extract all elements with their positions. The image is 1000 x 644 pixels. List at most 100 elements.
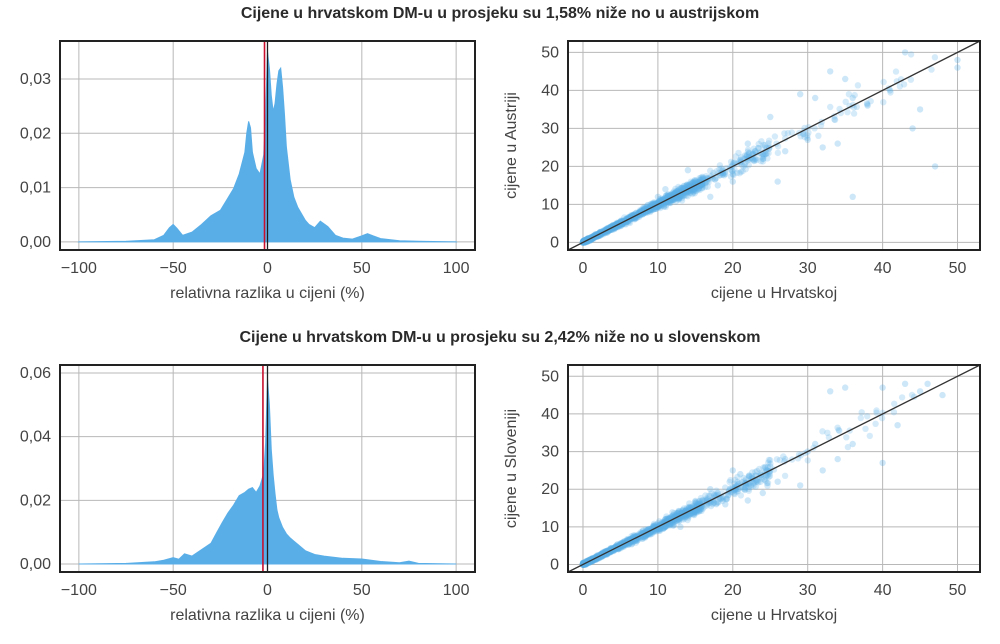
- chart-3-point: [690, 511, 698, 518]
- chart-3-point: [737, 470, 744, 478]
- chart-1-point: [670, 188, 678, 195]
- chart-3-point: [781, 472, 789, 479]
- chart-3-point: [723, 495, 731, 503]
- chart-3-point: [650, 522, 657, 529]
- chart-0-xlabel: relativna razlika u cijeni (%): [170, 285, 365, 302]
- chart-1-point: [761, 142, 769, 149]
- chart-3-point: [692, 509, 699, 516]
- chart-3-point: [776, 457, 784, 464]
- chart-1-point: [907, 76, 915, 83]
- chart-1-point: [684, 184, 692, 191]
- chart-3-point: [691, 509, 698, 516]
- chart-3-point: [674, 510, 681, 517]
- chart-1-point: [755, 144, 762, 152]
- chart-1-point: [672, 185, 679, 192]
- chart-3-point: [628, 540, 636, 547]
- chart-1-point: [607, 226, 615, 233]
- chart-3-labels: 0 10 20 30 40 50 0 10 20 30 40 50 cijene u Hrvatskoj…: [503, 368, 967, 624]
- chart-1-ytick-label: 30: [541, 120, 559, 137]
- chart-0-ytick-label: 0,02: [20, 125, 51, 142]
- chart-1-point: [800, 130, 807, 138]
- chart-1-point: [584, 238, 591, 245]
- chart-3-point: [647, 531, 654, 538]
- chart-3-point: [708, 490, 715, 497]
- chart-3-point: [674, 510, 681, 517]
- chart-3-point: [689, 502, 697, 510]
- chart-0-ytick-label: 0,00: [20, 234, 51, 251]
- chart-1-point: [746, 156, 753, 163]
- chart-1-point: [695, 185, 702, 192]
- chart-3-point: [653, 528, 660, 535]
- chart-1-point: [630, 211, 638, 219]
- chart-1-point: [819, 144, 826, 151]
- chart-1-point: [729, 178, 736, 185]
- chart-1-point: [651, 199, 658, 206]
- chart-1-point: [675, 194, 682, 201]
- chart-3-point: [662, 523, 669, 530]
- chart-1-point: [679, 190, 687, 197]
- chart-3-point: [762, 473, 770, 480]
- chart-1-point: [784, 129, 792, 137]
- chart-3-point: [679, 515, 686, 522]
- chart-3-point: [669, 509, 676, 516]
- chart-3-point: [677, 523, 684, 530]
- chart-1-point: [750, 157, 757, 165]
- chart-3-point: [757, 478, 764, 485]
- chart-1-point: [909, 125, 916, 132]
- chart-3-point: [656, 518, 663, 525]
- chart-1-point: [729, 167, 736, 174]
- chart-3-point: [726, 478, 733, 486]
- chart-1-point: [598, 231, 605, 238]
- chart-3-point: [662, 523, 669, 530]
- chart-1-point: [597, 228, 604, 236]
- chart-3-ytick-label: 40: [541, 406, 559, 423]
- chart-3-point: [819, 428, 826, 435]
- chart-1-point: [696, 178, 704, 185]
- chart-1-point: [730, 159, 738, 166]
- chart-3-point: [685, 511, 692, 519]
- chart-3-point: [679, 507, 686, 514]
- chart-1-point: [850, 110, 858, 117]
- chart-3-point: [756, 465, 763, 473]
- chart-3-point: [667, 521, 674, 528]
- chart-3-point: [604, 547, 611, 554]
- chart-1-point: [621, 214, 628, 221]
- chart-3-point: [761, 463, 769, 471]
- chart-3-point: [746, 473, 753, 480]
- chart-1-point: [765, 137, 773, 144]
- chart-1-point: [954, 64, 961, 71]
- chart-3-point: [644, 530, 651, 537]
- chart-1-point: [677, 191, 684, 198]
- chart-1-point: [812, 94, 819, 102]
- chart-3-point: [723, 496, 730, 503]
- chart-2-xtick-label: −100: [61, 582, 97, 599]
- chart-3-point: [873, 407, 880, 414]
- chart-3-point: [688, 509, 695, 517]
- chart-3-point: [755, 479, 762, 486]
- chart-3-point: [670, 510, 678, 517]
- chart-3-point: [663, 515, 670, 523]
- chart-3-point: [642, 533, 649, 540]
- chart-1-point: [831, 116, 838, 123]
- chart-3-point: [750, 480, 757, 487]
- chart-3-point: [674, 517, 681, 524]
- chart-1-point: [864, 101, 871, 108]
- chart-1-point: [738, 154, 745, 161]
- chart-3-point: [748, 483, 755, 490]
- chart-1-point: [675, 196, 682, 203]
- chart-1-point: [797, 133, 804, 140]
- chart-3-point: [627, 535, 634, 543]
- chart-3-point: [774, 478, 781, 485]
- chart-1-point: [687, 178, 695, 185]
- chart-3-point: [890, 409, 898, 416]
- chart-3-point: [699, 505, 707, 512]
- chart-3-point: [767, 463, 774, 470]
- chart-3-point: [660, 525, 667, 532]
- chart-1-point: [699, 180, 706, 187]
- chart-3-point: [698, 507, 705, 514]
- chart-1-point: [720, 172, 728, 179]
- chart-3-point: [617, 540, 624, 548]
- chart-3-point: [714, 489, 721, 497]
- chart-3-point: [719, 494, 727, 501]
- chart-1-point: [647, 201, 654, 208]
